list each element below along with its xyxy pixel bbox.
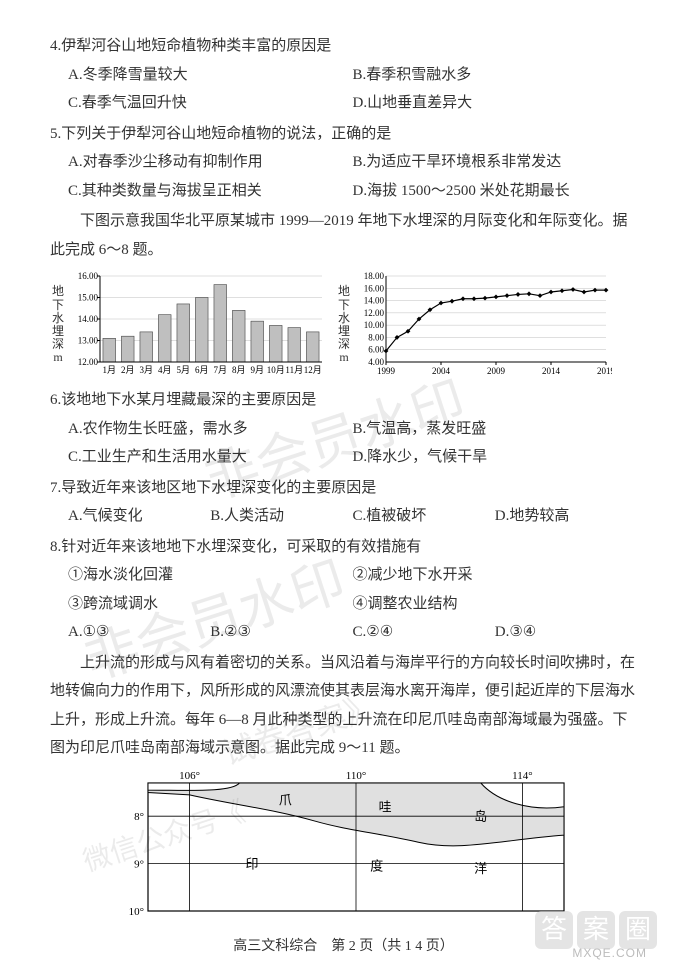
svg-text:8°: 8°	[134, 811, 144, 823]
svg-text:10.00: 10.00	[364, 320, 385, 330]
svg-text:1月: 1月	[102, 365, 116, 375]
option: A.①③	[68, 618, 210, 647]
chart-monthly: 12.00 13.00 14.00 15.00 16.00 1月 2月 3月 4月 5月 6月 7月 8…	[66, 270, 326, 380]
svg-text:106°: 106°	[179, 770, 200, 782]
item: ③跨流域调水	[68, 590, 353, 619]
question-7-options: A.气候变化 B.人类活动 C.植被破坏 D.地势较高	[50, 502, 637, 531]
svg-text:16.00: 16.00	[364, 283, 385, 293]
option: A.气候变化	[68, 502, 210, 531]
option: D.③④	[495, 618, 637, 647]
option: B.②③	[210, 618, 352, 647]
svg-text:12月: 12月	[304, 365, 322, 375]
option: B.春季积雪融水多	[353, 61, 638, 90]
svg-text:13.00: 13.00	[78, 336, 99, 346]
logo-char: 答	[535, 911, 573, 949]
svg-text:2004: 2004	[432, 366, 451, 376]
svg-text:11月: 11月	[285, 365, 303, 375]
passage-charts: 下图示意我国华北平原某城市 1999—2019 年地下水埋深的月际变化和年际变化…	[50, 207, 637, 264]
svg-text:2月: 2月	[121, 365, 135, 375]
svg-text:洋: 洋	[474, 861, 487, 876]
option: D.海拔 1500～2500 米处花期最长	[353, 177, 638, 206]
svg-text:2014: 2014	[542, 366, 561, 376]
question-5-options: A.对春季沙尘移动有抑制作用 B.为适应干旱环境根系非常发达 C.其种类数量与海…	[50, 148, 637, 205]
svg-text:2019: 2019	[597, 366, 612, 376]
svg-text:12.00: 12.00	[78, 357, 99, 367]
option: A.农作物生长旺盛，需水多	[68, 415, 353, 444]
svg-text:6.00: 6.00	[368, 345, 384, 355]
svg-text:5月: 5月	[176, 365, 190, 375]
java-sea-map: 106° 110° 114° 8° 9° 10° 爪 哇岛印 度 洋	[114, 767, 574, 917]
option: C.工业生产和生活用水量大	[68, 443, 353, 472]
question-8-stem: 8.针对近年来该地地下水埋深变化，可采取的有效措施有	[50, 533, 637, 562]
option: D.山地垂直差异大	[353, 89, 638, 118]
svg-text:110°: 110°	[345, 770, 366, 782]
svg-text:7月: 7月	[213, 365, 227, 375]
item: ④调整农业结构	[353, 590, 638, 619]
svg-text:3月: 3月	[139, 365, 153, 375]
svg-text:16.00: 16.00	[78, 271, 99, 281]
logo-url: MXQE.COM	[572, 942, 647, 965]
option: A.对春季沙尘移动有抑制作用	[68, 148, 353, 177]
question-4-stem: 4.伊犁河谷山地短命植物种类丰富的原因是	[50, 32, 637, 61]
svg-text:爪: 爪	[278, 792, 291, 807]
option: C.②④	[353, 618, 495, 647]
chart-row: 地下水埋深m 12.00 13.00 14.00 15.00 16.00 1月 2月 3月 4月…	[50, 270, 637, 380]
svg-text:2009: 2009	[487, 366, 506, 376]
svg-text:哇: 哇	[378, 799, 391, 814]
question-5-stem: 5.下列关于伊犁河谷山地短命植物的说法，正确的是	[50, 120, 637, 149]
option: B.为适应干旱环境根系非常发达	[353, 148, 638, 177]
svg-text:9月: 9月	[250, 365, 264, 375]
svg-text:4月: 4月	[158, 365, 172, 375]
option: D.地势较高	[495, 502, 637, 531]
option: A.冬季降雪量较大	[68, 61, 353, 90]
question-6-options: A.农作物生长旺盛，需水多 B.气温高，蒸发旺盛 C.工业生产和生活用水量大 D…	[50, 415, 637, 472]
question-7-stem: 7.导致近年来该地区地下水埋深变化的主要原因是	[50, 474, 637, 503]
svg-text:6月: 6月	[195, 365, 209, 375]
svg-text:度: 度	[370, 858, 383, 873]
chart-yearly: 4.006.008.0010.0012.0014.0016.0018.00199…	[352, 270, 612, 380]
option: B.人类活动	[210, 502, 352, 531]
svg-text:印: 印	[245, 856, 258, 871]
svg-text:1999: 1999	[377, 366, 396, 376]
svg-text:10°: 10°	[128, 906, 143, 917]
item: ②减少地下水开采	[353, 561, 638, 590]
option: C.其种类数量与海拔呈正相关	[68, 177, 353, 206]
svg-text:14.00: 14.00	[364, 296, 385, 306]
passage-map: 上升流的形成与风有着密切的关系。当风沿着与海岸平行的方向较长时间吹拂时，在地转偏…	[50, 649, 637, 763]
question-4-options: A.冬季降雪量较大 B.春季积雪融水多 C.春季气温回升快 D.山地垂直差异大	[50, 61, 637, 118]
item: ①海水淡化回灌	[68, 561, 353, 590]
svg-text:15.00: 15.00	[78, 293, 99, 303]
chart-yearly-ylabel: 地下水埋深m	[336, 285, 352, 364]
svg-text:8.00: 8.00	[368, 332, 384, 342]
question-6-stem: 6.该地地下水某月埋藏最深的主要原因是	[50, 386, 637, 415]
svg-text:14.00: 14.00	[78, 314, 99, 324]
option: C.植被破坏	[353, 502, 495, 531]
svg-text:9°: 9°	[134, 858, 144, 870]
option: B.气温高，蒸发旺盛	[353, 415, 638, 444]
svg-text:8月: 8月	[232, 365, 246, 375]
svg-text:114°: 114°	[512, 770, 533, 782]
svg-text:18.00: 18.00	[364, 271, 385, 281]
question-8-items: ①海水淡化回灌 ②减少地下水开采 ③跨流域调水 ④调整农业结构	[50, 561, 637, 618]
svg-text:10月: 10月	[267, 365, 285, 375]
svg-text:12.00: 12.00	[364, 308, 385, 318]
chart-monthly-ylabel: 地下水埋深m	[50, 285, 66, 364]
option: D.降水少，气候干旱	[353, 443, 638, 472]
option: C.春季气温回升快	[68, 89, 353, 118]
svg-text:岛: 岛	[474, 808, 487, 823]
question-8-options: A.①③ B.②③ C.②④ D.③④	[50, 618, 637, 647]
